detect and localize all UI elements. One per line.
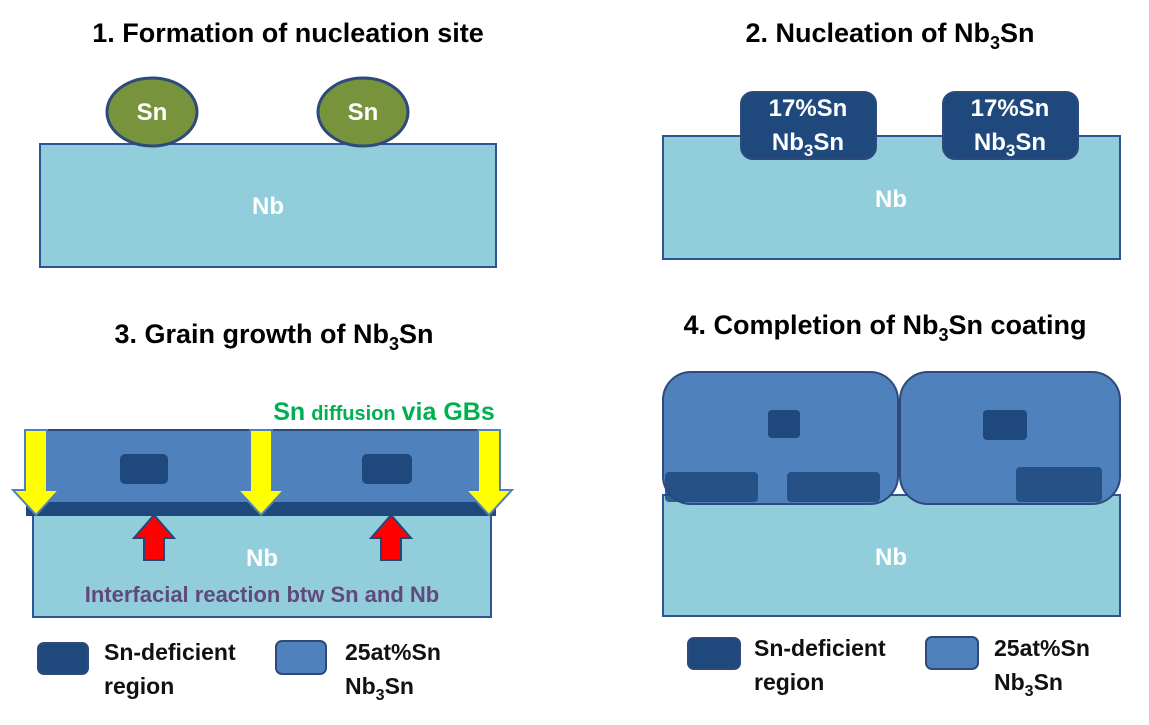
- legend-label-25at-sn: Nb3Sn: [994, 669, 1063, 700]
- legend-swatch-25at-sn: [925, 636, 979, 670]
- legend-label-sn-deficient: Sn-deficient: [104, 639, 236, 665]
- legend-label-sn-deficient: region: [104, 673, 174, 699]
- panel3-title: 3. Grain growth of Nb3Sn: [114, 319, 433, 354]
- sn-deficient-core: [768, 410, 800, 438]
- grain-label-line1: 17%Sn: [971, 95, 1050, 122]
- panel-3: 3. Grain growth of Nb3Sn Sn diffusion via …: [10, 319, 515, 618]
- nb-substrate-label: Nb: [252, 193, 284, 220]
- sn-deficient-core: [983, 410, 1027, 440]
- nb-substrate-label: Nb: [875, 544, 907, 571]
- nb3sn-grain-left: [740, 91, 877, 160]
- sn-diffusion-label: Sn diffusion via GBs: [273, 398, 495, 426]
- legend-swatch-25at-sn: [275, 640, 327, 675]
- sn-deficient-region: [1016, 467, 1102, 502]
- legend-label-25at-sn: Nb3Sn: [345, 673, 414, 704]
- interfacial-reaction-arrow: [131, 513, 177, 561]
- nb-substrate-label: Nb: [875, 186, 907, 213]
- panel-1: 1. Formation of nucleation site Sn Sn Nb: [39, 18, 497, 268]
- sn-deficient-core: [120, 454, 168, 484]
- legend-right: Sn-deficient region 25at%Sn Nb3Sn: [687, 635, 1090, 700]
- grain-label-line2: Nb3Sn: [974, 129, 1046, 160]
- legend-label-25at-sn: 25at%Sn: [994, 635, 1090, 661]
- grain-label-line2: Nb3Sn: [772, 129, 844, 160]
- sn-diffusion-arrow: [10, 429, 62, 517]
- sn-droplet-label: Sn: [137, 99, 168, 126]
- sn-diffusion-arrow: [235, 429, 287, 517]
- sn-droplet-label: Sn: [348, 99, 379, 126]
- nb3sn-grain-right: [942, 91, 1079, 160]
- nb-substrate: [39, 143, 497, 268]
- panel-4: 4. Completion of Nb3Sn coating Nb: [662, 310, 1121, 617]
- sn-droplet-right: [316, 76, 410, 148]
- interfacial-reaction-arrow: [368, 513, 414, 561]
- interfacial-reaction-label: Interfacial reaction btw Sn and Nb: [85, 582, 440, 607]
- legend-left: Sn-deficient region 25at%Sn Nb3Sn: [37, 639, 441, 704]
- panel4-title: 4. Completion of Nb3Sn coating: [683, 310, 1086, 345]
- nb-substrate: [32, 511, 492, 618]
- sn-droplet-left: [105, 76, 199, 148]
- grain-label-line1: 17%Sn: [769, 95, 848, 122]
- legend-label-sn-deficient: Sn-deficient: [754, 635, 886, 661]
- nb-substrate-label: Nb: [246, 545, 278, 572]
- panel-2: 2. Nucleation of Nb3Sn 17%Sn Nb3Sn 17%Sn…: [662, 18, 1121, 260]
- sn-deficient-region: [787, 472, 880, 502]
- legend-swatch-sn-deficient: [687, 637, 741, 670]
- panel2-title: 2. Nucleation of Nb3Sn: [745, 18, 1034, 53]
- sn-diffusion-arrow: [463, 429, 515, 517]
- sn-deficient-region: [665, 472, 758, 502]
- legend-label-25at-sn: 25at%Sn: [345, 639, 441, 665]
- nb-substrate: [662, 494, 1121, 617]
- sn-deficient-core: [362, 454, 412, 484]
- panel1-title: 1. Formation of nucleation site: [92, 18, 484, 48]
- legend-label-sn-deficient: region: [754, 669, 824, 695]
- legend-swatch-sn-deficient: [37, 642, 89, 675]
